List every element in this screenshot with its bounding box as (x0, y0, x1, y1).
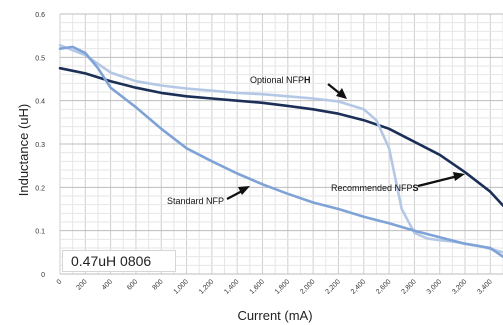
x-tick-label: 1,200 (198, 278, 215, 295)
x-tick-label: 1,000 (173, 278, 190, 295)
x-tick-label: 3,000 (426, 278, 443, 295)
y-axis-title: Inductance (uH) (16, 104, 31, 197)
x-tick-label: 600 (126, 278, 139, 291)
x-tick-label: 3,200 (451, 278, 468, 295)
x-tick-label: 1,800 (274, 278, 291, 295)
annotation-standard-arrowhead (238, 186, 250, 195)
y-tick-label: 0 (41, 272, 45, 279)
inset-label: 0.47uH 0806 (62, 250, 176, 272)
x-tick-label: 800 (151, 278, 164, 291)
x-tick-label: 200 (76, 278, 89, 291)
y-tick-label: 0.4 (35, 99, 45, 106)
x-tick-label: 2,800 (400, 278, 417, 295)
y-tick-label: 0.5 (35, 55, 45, 62)
y-tick-label: 0.6 (35, 12, 45, 19)
x-axis-title: Current (mA) (237, 308, 312, 323)
annotation-optional-arrowhead (336, 88, 347, 99)
grid (59, 13, 503, 275)
x-tick-label: 1,400 (223, 278, 240, 295)
annotation-recommended-suffix: S (413, 183, 419, 193)
x-tick-label: 400 (101, 278, 114, 291)
annotation-optional-suffix: H (304, 75, 311, 85)
y-tick-label: 0.3 (35, 142, 45, 149)
y-tick-label: 0.1 (35, 229, 45, 236)
annotation-optional: Optional NFPH (250, 75, 311, 85)
x-tick-label: 2,600 (375, 278, 392, 295)
annotation-recommended: Recommended NFPS (331, 183, 419, 193)
x-tick-label: 0 (56, 278, 64, 286)
annotation-recommended-arrow (417, 174, 459, 188)
annotation-standard: Standard NFP (167, 196, 224, 206)
x-tick-labels: 0 200 400 600 800 1,000 1,200 1,400 1,600 1,800 2,… (56, 278, 494, 295)
y-tick-label: 0.2 (35, 185, 45, 192)
x-tick-label: 2,000 (299, 278, 316, 295)
y-tick-labels: 0 0.1 0.2 0.3 0.4 0.5 0.6 (35, 12, 45, 279)
series-line-recommended (58, 66, 503, 207)
annotation-optional-prefix: Optional NFP (250, 75, 304, 85)
x-tick-label: 2,200 (325, 278, 342, 295)
annotation-recommended-prefix: Recommended NFP (331, 183, 413, 193)
x-tick-label: 1,600 (249, 278, 266, 295)
annotation-recommended-arrowhead (453, 172, 465, 181)
x-tick-label: 2,400 (350, 278, 367, 295)
series-lines (58, 43, 503, 259)
x-tick-label: 3,400 (476, 278, 493, 295)
series-line-standard (58, 45, 503, 259)
